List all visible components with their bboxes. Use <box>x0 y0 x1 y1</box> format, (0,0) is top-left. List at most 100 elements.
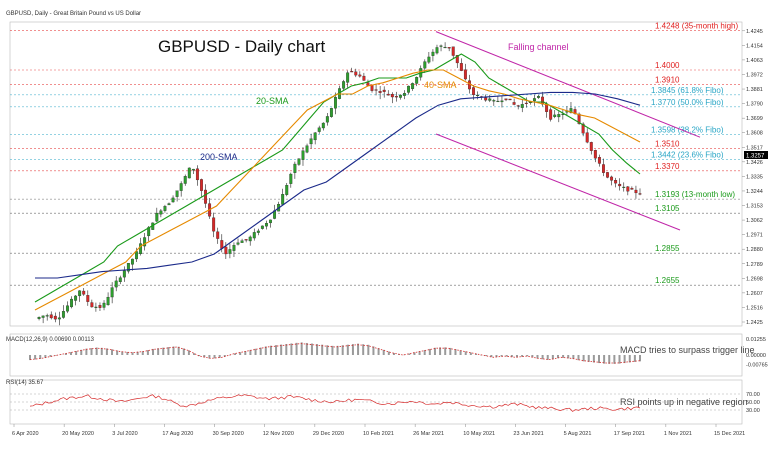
macd-axis-label: 0.01255 <box>746 337 766 343</box>
candle-body <box>346 72 350 83</box>
y-tick-label: 1.3426 <box>746 160 763 166</box>
candle-body <box>488 98 492 101</box>
channel-label: Falling channel <box>508 42 569 52</box>
sma200-line <box>35 91 641 279</box>
x-tick-label: 6 Apr 2020 <box>12 431 39 437</box>
candle-body <box>236 242 240 245</box>
price-axis: 1.4245 1.4154 1.4063 1.3972 1.3881 1.3790 1.36… <box>742 29 763 326</box>
candle-body <box>122 270 126 278</box>
candle-body <box>386 93 390 96</box>
macd-bar <box>321 344 324 355</box>
candle-body <box>244 239 248 241</box>
macd-bar <box>121 351 124 355</box>
candle-body <box>179 183 183 191</box>
macd-bar <box>234 353 237 355</box>
sma20-label: 20-SMA <box>256 96 289 106</box>
candle-body <box>496 100 500 103</box>
candle-body <box>634 189 638 194</box>
level-label: 1.3370 <box>655 162 680 171</box>
macd-bar <box>70 352 73 355</box>
macd-bar <box>562 355 565 358</box>
macd-bar <box>162 347 165 355</box>
y-tick-label: 1.4245 <box>746 29 763 35</box>
macd-bar <box>172 346 175 355</box>
level-label: 1.2655 <box>655 276 680 285</box>
macd-bar <box>244 351 247 355</box>
macd-bar <box>44 355 47 358</box>
x-tick-label: 30 Sep 2020 <box>213 431 244 437</box>
candle-body <box>593 150 597 159</box>
macd-bar <box>310 343 313 355</box>
price-levels: 1.4248 (35-month high) 1.4000 1.3910 1.3845… <box>10 21 742 286</box>
macd-bar <box>49 355 52 357</box>
macd-bar <box>505 355 508 357</box>
candle-body <box>224 246 228 255</box>
rsi-panel: 70.00 50.00 30.00 <box>10 392 760 414</box>
level-label: 1.3910 <box>655 75 680 84</box>
y-tick-label: 1.2789 <box>746 262 763 268</box>
candle-body <box>597 157 601 164</box>
channel-upper-line <box>435 31 701 138</box>
y-tick-label: 1.3790 <box>746 102 763 108</box>
candle-body <box>537 96 540 98</box>
macd-bar <box>387 351 390 355</box>
macd-bar <box>618 355 621 364</box>
candle-body <box>269 219 272 224</box>
rsi-annotation: RSI points up in negative region <box>620 397 748 407</box>
candle-body <box>309 138 313 145</box>
macd-bar <box>428 348 431 355</box>
candle-body <box>293 163 297 173</box>
x-tick-label: 10 May 2021 <box>463 431 495 437</box>
macd-bar <box>526 355 529 357</box>
macd-bar <box>392 353 395 355</box>
candle-body <box>289 173 293 184</box>
candle-body <box>358 74 362 77</box>
candle-body <box>455 54 459 64</box>
x-tick-label: 12 Nov 2020 <box>263 431 294 437</box>
candle-body <box>53 315 57 320</box>
falling-channel <box>435 31 701 231</box>
candle-body <box>610 176 614 181</box>
candle-body <box>130 258 134 265</box>
candle-body <box>476 94 480 97</box>
candle-body <box>500 100 504 103</box>
level-label: 1.3510 <box>655 139 680 148</box>
rsi-line <box>29 394 641 412</box>
rsi-axis-label: 50.00 <box>746 400 760 406</box>
candle-body <box>622 186 626 188</box>
candle-body <box>443 46 447 49</box>
candle-body <box>435 47 439 54</box>
macd-bar <box>449 347 452 355</box>
level-label: 1.3105 <box>655 204 680 213</box>
candle-body <box>602 164 605 173</box>
macd-bar <box>64 353 67 355</box>
macd-bar <box>444 347 447 355</box>
macd-panel-frame <box>9 333 743 377</box>
macd-bar <box>439 347 442 355</box>
macd-bar <box>628 355 631 363</box>
candle-body <box>74 295 78 301</box>
macd-bar <box>80 349 83 355</box>
macd-bar <box>551 355 554 360</box>
candle-body <box>508 98 512 101</box>
macd-bar <box>54 355 57 356</box>
candle-body <box>212 217 216 232</box>
candle-body <box>342 81 346 89</box>
y-tick-label: 1.3062 <box>746 218 763 224</box>
macd-bar <box>633 355 636 362</box>
rsi-axis-label: 70.00 <box>746 392 760 398</box>
macd-bar <box>351 344 354 355</box>
candle-body <box>126 263 130 272</box>
candle-body <box>581 123 585 134</box>
y-tick-label: 1.2880 <box>746 247 763 253</box>
candle-body <box>163 206 167 211</box>
y-tick-label: 1.3335 <box>746 174 763 180</box>
rsi-axis-label: 30.00 <box>746 408 760 414</box>
level-label: 1.4000 <box>655 61 680 70</box>
macd-bar <box>587 355 590 362</box>
macd-bar <box>269 345 272 355</box>
candle-body <box>216 231 220 239</box>
candle-body <box>427 56 431 63</box>
candle-body <box>350 71 354 73</box>
